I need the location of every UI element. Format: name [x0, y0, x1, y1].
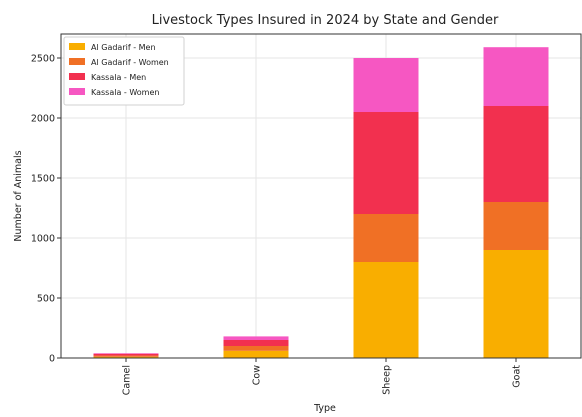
legend-swatch [69, 43, 85, 50]
legend-label: Kassala - Women [91, 88, 159, 97]
y-tick-label: 2500 [31, 54, 55, 65]
bar-segment-camel-1 [93, 355, 159, 357]
bar-segment-goat-0 [483, 250, 549, 358]
legend-swatch [69, 88, 85, 95]
bar-segment-cow-1 [223, 346, 289, 351]
bar-segment-sheep-0 [353, 262, 419, 358]
y-tick-label: 0 [49, 354, 55, 365]
bar-segment-goat-1 [483, 202, 549, 250]
bar-segment-goat-3 [483, 47, 549, 106]
legend-label: Al Gadarif - Women [91, 58, 169, 67]
bar-segment-camel-2 [93, 353, 159, 356]
bar-segment-sheep-2 [353, 112, 419, 214]
y-tick-label: 1000 [31, 234, 55, 245]
x-axis: Camel Cow Sheep Goat [122, 358, 523, 395]
legend-label: Kassala - Men [91, 73, 146, 82]
bars [93, 47, 549, 358]
legend-swatch [69, 73, 85, 80]
bar-segment-cow-0 [223, 350, 289, 358]
legend: Al Gadarif - Men Al Gadarif - Women Kassal… [63, 36, 185, 106]
y-tick-label: 500 [37, 294, 55, 305]
bar-segment-sheep-1 [353, 214, 419, 262]
y-axis: 0 500 1000 1500 2000 2500 [31, 54, 61, 365]
y-axis-label: Number of Animals [13, 150, 24, 241]
x-axis-label: Type [313, 403, 336, 414]
y-tick-label: 1500 [31, 174, 55, 185]
x-tick-label: Cow [252, 365, 263, 385]
legend-label: Al Gadarif - Men [91, 43, 156, 52]
x-tick-label: Sheep [382, 365, 393, 395]
bar-segment-cow-3 [223, 336, 289, 340]
y-tick-label: 2000 [31, 114, 55, 125]
x-tick-label: Camel [122, 365, 133, 395]
x-tick-label: Goat [512, 365, 523, 388]
plot-frame [60, 33, 582, 359]
chart-title: Livestock Types Insured in 2024 by State… [152, 13, 499, 28]
bar-segment-cow-2 [223, 340, 289, 346]
legend-box [63, 36, 185, 106]
bar-segment-goat-2 [483, 106, 549, 202]
bar-segment-camel-0 [93, 356, 159, 358]
legend-swatch [69, 58, 85, 65]
bar-segment-sheep-3 [353, 58, 419, 112]
bar-segment-camel-3 [93, 353, 159, 354]
